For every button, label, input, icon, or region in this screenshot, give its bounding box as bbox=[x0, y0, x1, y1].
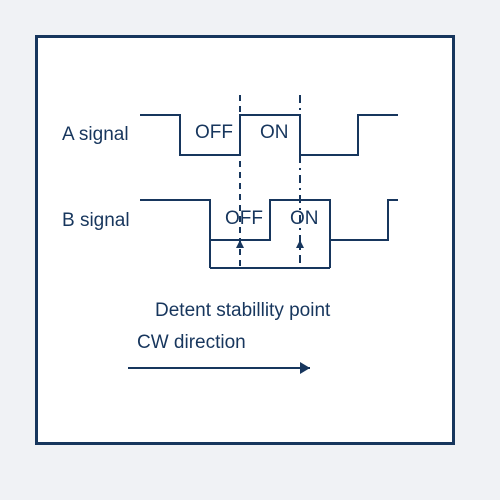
label-b-off: OFF bbox=[225, 208, 263, 230]
label-cw: CW direction bbox=[137, 332, 246, 354]
label-detent: Detent stabillity point bbox=[155, 300, 330, 322]
label-a-off: OFF bbox=[195, 122, 233, 144]
label-a-on: ON bbox=[260, 122, 289, 144]
encoder-timing-diagram: A signal B signal OFF ON OFF ON Detent s… bbox=[0, 0, 500, 500]
label-b-signal: B signal bbox=[62, 210, 130, 232]
label-a-signal: A signal bbox=[62, 124, 129, 146]
label-b-on: ON bbox=[290, 208, 319, 230]
diagram-svg bbox=[0, 0, 500, 500]
